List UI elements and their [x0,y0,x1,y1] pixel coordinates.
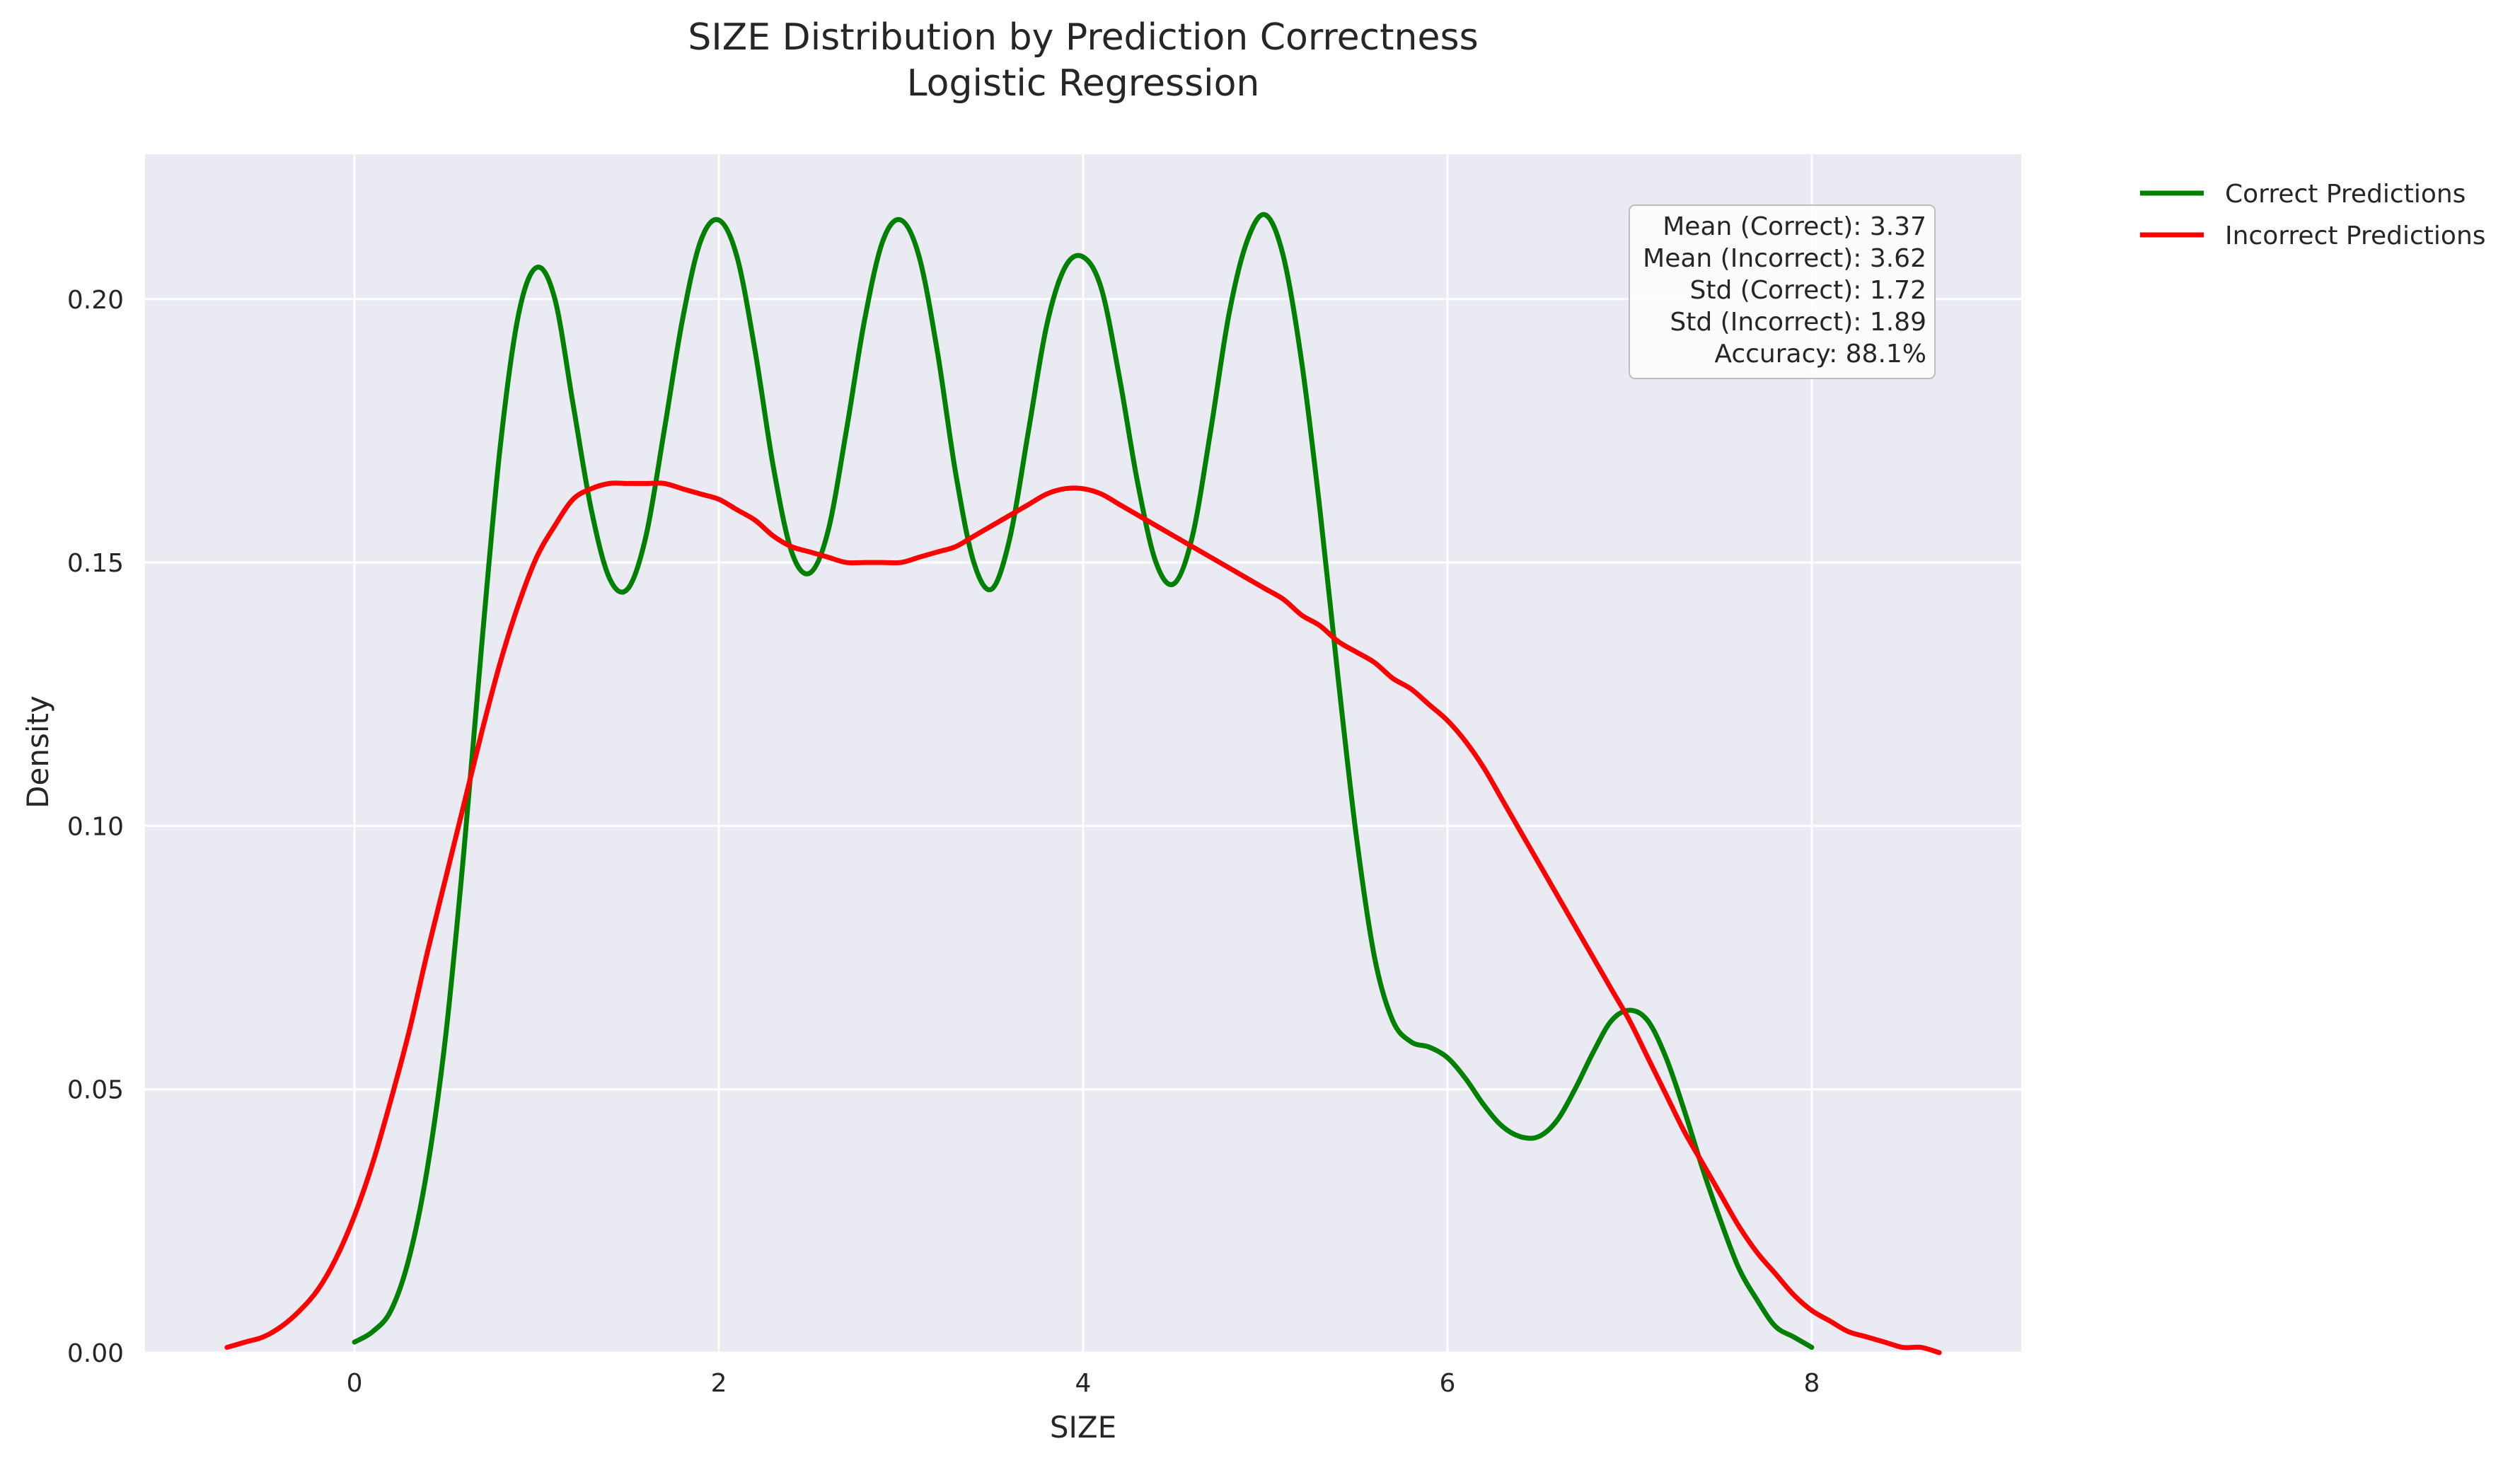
stats-mean-incorrect: Mean (Incorrect): 3.62 [1643,244,1926,273]
x-tick-labels: 0 2 4 6 8 [347,1369,1820,1398]
x-tick-label: 4 [1075,1369,1092,1398]
chart-subtitle: Logistic Regression [907,62,1260,105]
x-tick-label: 8 [1803,1369,1820,1398]
stats-accuracy: Accuracy: 88.1% [1714,340,1926,369]
x-tick-label: 6 [1439,1369,1455,1398]
chart-title: SIZE Distribution by Prediction Correctn… [688,16,1478,59]
y-axis-label: Density [21,695,55,809]
legend-label-incorrect: Incorrect Predictions [2225,221,2486,250]
y-tick-label: 0.05 [67,1076,124,1105]
x-axis-label: SIZE [1050,1410,1116,1445]
series-line-incorrect [224,480,1942,1355]
stats-mean-correct: Mean (Correct): 3.37 [1663,212,1926,241]
x-tick-label: 2 [711,1369,727,1398]
y-tick-label: 0.15 [67,549,124,578]
x-tick-label: 0 [347,1369,363,1398]
stats-std-correct: Std (Correct): 1.72 [1690,276,1926,305]
stats-box: Mean (Correct): 3.37 Mean (Incorrect): 3… [1629,204,1936,379]
y-tick-label: 0.10 [67,812,124,841]
series-line-correct [352,212,1815,1351]
stats-box-frame [1629,204,1936,379]
stats-std-incorrect: Std (Incorrect): 1.89 [1670,308,1926,337]
series-layer [224,212,1942,1355]
legend-label-correct: Correct Predictions [2225,180,2466,209]
y-tick-labels: 0.00 0.05 0.10 0.15 0.20 [67,286,124,1368]
y-tick-label: 0.00 [67,1339,124,1368]
legend: Correct Predictions Incorrect Prediction… [2140,180,2486,250]
y-tick-label: 0.20 [67,286,124,315]
x-gridlines [353,154,1813,1353]
